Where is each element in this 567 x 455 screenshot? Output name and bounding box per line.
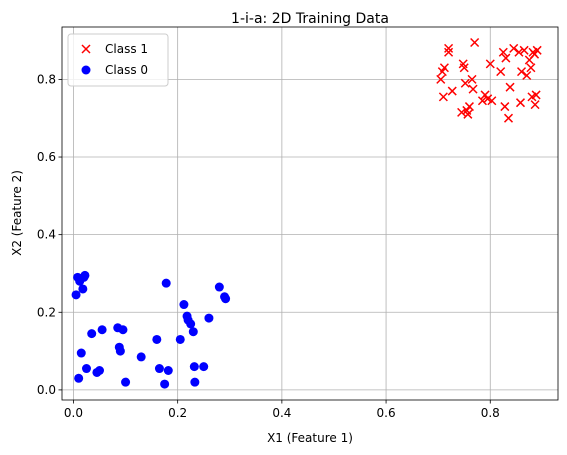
legend-entry-class-0: Class 0 xyxy=(81,63,148,77)
y-tick-label: 0.4 xyxy=(37,228,56,242)
data-point-class-0 xyxy=(221,294,231,304)
data-point-class-0 xyxy=(80,270,90,280)
grid xyxy=(62,27,558,400)
y-tick-label: 0.6 xyxy=(37,150,56,164)
data-point-class-0 xyxy=(154,364,164,374)
axis-ticks: 0.0 0.2 0.4 0.6 0.8 0.0 0.2 0.4 0.6 0.8 xyxy=(37,72,500,420)
legend-box xyxy=(67,33,169,87)
data-point-class-1 xyxy=(438,92,448,102)
data-point-class-0 xyxy=(71,290,81,300)
y-tick-label: 0.8 xyxy=(37,72,56,86)
data-point-class-0 xyxy=(189,362,199,372)
data-point-class-1 xyxy=(436,74,446,84)
data-point-class-0 xyxy=(161,278,171,288)
data-point-class-1 xyxy=(526,63,536,73)
x-tick-label: 0.6 xyxy=(377,406,396,420)
data-point-class-1 xyxy=(470,37,480,48)
data-point-class-1 xyxy=(496,67,506,77)
data-point-class-1 xyxy=(447,86,457,96)
x-tick-label: 0.8 xyxy=(481,406,500,420)
data-point-class-1 xyxy=(444,47,454,57)
data-point-class-0 xyxy=(199,362,209,372)
chart-title: 1-i-a: 2D Training Data xyxy=(231,11,389,27)
y-tick-label: 0.2 xyxy=(37,305,56,319)
x-tick-label: 0.0 xyxy=(64,406,83,420)
x-tick-label: 0.4 xyxy=(272,406,291,420)
data-point-class-0 xyxy=(190,377,200,387)
data-point-class-1 xyxy=(522,70,532,81)
data-point-class-0 xyxy=(160,379,170,389)
data-point-class-0 xyxy=(81,364,91,374)
legend-marker-class-0 xyxy=(81,65,91,75)
data-point-class-1 xyxy=(464,102,474,112)
y-tick-label: 0.0 xyxy=(37,383,56,397)
data-point-class-1 xyxy=(530,49,540,59)
data-point-class-1 xyxy=(467,74,477,84)
data-point-class-1 xyxy=(509,43,519,53)
legend-marker-class-1 xyxy=(81,44,91,54)
data-point-class-1 xyxy=(485,59,495,69)
data-markers xyxy=(71,37,542,389)
data-point-class-1 xyxy=(530,100,540,110)
legend-label-class-1: Class 1 xyxy=(105,42,148,56)
data-point-class-1 xyxy=(501,53,511,63)
data-point-class-1 xyxy=(463,109,473,119)
data-point-class-1 xyxy=(503,113,514,123)
data-point-class-0 xyxy=(163,366,173,376)
legend: Class 1 Class 0 xyxy=(67,33,169,87)
data-point-class-0 xyxy=(136,352,146,362)
data-point-class-1 xyxy=(460,78,470,88)
legend-label-class-0: Class 0 xyxy=(105,63,148,77)
plot-frame xyxy=(61,26,559,401)
data-point-class-1 xyxy=(505,82,515,92)
data-point-class-0 xyxy=(78,284,88,294)
data-point-class-0 xyxy=(74,373,84,383)
data-point-class-1 xyxy=(444,43,454,53)
data-point-class-0 xyxy=(87,329,97,339)
data-point-class-1 xyxy=(514,47,524,57)
data-point-class-1 xyxy=(532,45,542,55)
data-point-class-1 xyxy=(457,107,467,117)
data-point-class-0 xyxy=(186,319,196,329)
legend-entry-class-1: Class 1 xyxy=(81,42,148,56)
data-point-class-1 xyxy=(516,67,527,77)
data-point-class-1 xyxy=(468,84,478,94)
data-point-class-0 xyxy=(188,327,198,337)
data-point-class-1 xyxy=(519,45,529,55)
x-axis-label: X1 (Feature 1) xyxy=(267,431,353,445)
data-point-class-0 xyxy=(152,334,162,344)
data-point-class-0 xyxy=(214,282,224,292)
y-axis-label: X2 (Feature 2) xyxy=(10,170,24,256)
data-point-class-1 xyxy=(531,90,541,100)
data-point-class-1 xyxy=(439,63,449,73)
data-point-class-0 xyxy=(115,346,125,356)
data-point-class-1 xyxy=(498,47,508,57)
data-point-class-1 xyxy=(487,96,497,106)
data-point-class-0 xyxy=(121,377,131,387)
data-point-class-0 xyxy=(95,366,105,376)
data-point-class-1 xyxy=(477,96,487,106)
data-point-class-0 xyxy=(76,348,86,358)
data-point-class-0 xyxy=(204,313,214,323)
data-point-class-1 xyxy=(500,102,510,112)
x-tick-label: 0.2 xyxy=(168,406,187,420)
data-point-class-1 xyxy=(515,98,526,108)
data-point-class-0 xyxy=(179,300,189,310)
data-point-class-0 xyxy=(175,334,185,344)
data-point-class-0 xyxy=(118,325,128,335)
data-point-class-1 xyxy=(459,63,469,73)
data-point-class-0 xyxy=(97,325,107,335)
